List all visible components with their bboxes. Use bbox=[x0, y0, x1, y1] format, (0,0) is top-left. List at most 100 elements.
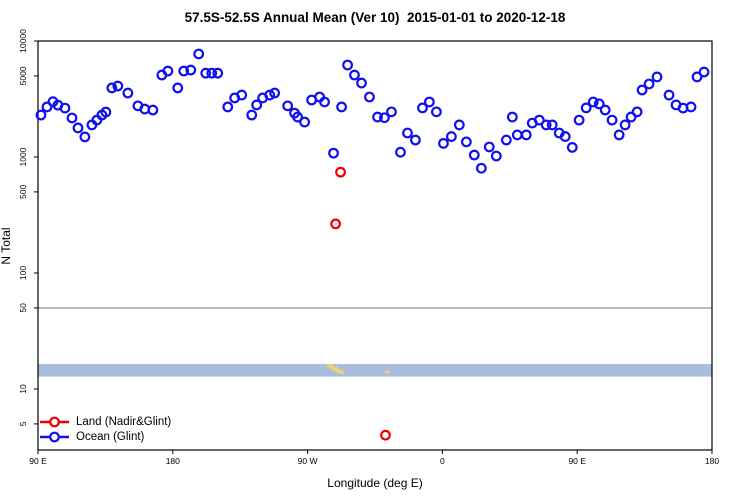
x-tick-label: 90 W bbox=[298, 456, 318, 466]
ocean-point bbox=[185, 64, 197, 76]
ocean-point bbox=[445, 131, 457, 142]
ocean-point bbox=[511, 129, 523, 141]
ocean-point bbox=[685, 101, 697, 113]
ocean-point bbox=[423, 96, 435, 108]
ocean-point bbox=[520, 129, 532, 141]
land-low-count-mark bbox=[339, 370, 345, 374]
ocean-point bbox=[35, 109, 47, 121]
ocean-point bbox=[251, 99, 263, 111]
y-tick-label: 1000 bbox=[18, 147, 28, 166]
ocean-point bbox=[453, 119, 465, 131]
ocean-point bbox=[386, 106, 397, 118]
y-tick-label: 10000 bbox=[18, 29, 28, 53]
ocean-point bbox=[691, 71, 703, 83]
x-tick-label: 180 bbox=[166, 456, 180, 466]
ocean-point bbox=[651, 71, 663, 83]
ocean-point bbox=[606, 114, 618, 126]
land-low-count-mark bbox=[329, 365, 334, 369]
ocean-point bbox=[41, 101, 53, 113]
x-tick-label: 0 bbox=[440, 456, 445, 466]
ocean-point bbox=[573, 114, 585, 126]
ocean-point bbox=[336, 101, 347, 113]
ocean-point bbox=[178, 65, 190, 77]
land-point bbox=[380, 429, 391, 441]
ocean-point bbox=[395, 146, 406, 158]
threshold-band bbox=[38, 364, 712, 377]
legend-label-land: Land (Nadir&Glint) bbox=[76, 416, 172, 428]
ocean-point bbox=[356, 77, 367, 89]
ocean-point bbox=[643, 78, 655, 90]
ocean-point bbox=[200, 67, 212, 79]
ocean-point bbox=[66, 112, 78, 124]
ocean-point bbox=[580, 102, 592, 114]
x-axis-title: Longitude (deg E) bbox=[327, 476, 423, 490]
ocean-point bbox=[593, 98, 605, 110]
land-low-count-mark bbox=[384, 370, 390, 374]
ocean-point bbox=[506, 111, 518, 123]
ocean-point bbox=[328, 147, 339, 159]
ocean-point bbox=[410, 134, 421, 146]
ocean-point bbox=[222, 101, 234, 113]
ocean-point bbox=[212, 67, 224, 79]
ocean-point bbox=[559, 131, 571, 142]
chart-title: 57.5S-52.5S Annual Mean (Ver 10) 2015-01… bbox=[184, 10, 566, 25]
legend-symbol-land bbox=[49, 416, 60, 428]
ocean-point bbox=[292, 111, 303, 123]
y-tick-label: 500 bbox=[18, 185, 28, 199]
ocean-point bbox=[147, 104, 159, 116]
ocean-point bbox=[533, 114, 545, 126]
ocean-point bbox=[122, 87, 134, 99]
x-tick-label: 90 E bbox=[568, 456, 586, 466]
ocean-point bbox=[342, 59, 353, 71]
ocean-point bbox=[193, 48, 205, 60]
ocean-point bbox=[587, 96, 599, 108]
ocean-point bbox=[500, 134, 512, 146]
ocean-point bbox=[438, 137, 449, 149]
ocean-point bbox=[264, 89, 276, 101]
ocean-point bbox=[246, 109, 258, 121]
ocean-point bbox=[349, 69, 360, 81]
legend-symbol-ocean bbox=[49, 431, 60, 443]
ocean-point bbox=[269, 87, 281, 99]
land-point bbox=[330, 218, 342, 230]
ocean-point bbox=[431, 106, 442, 118]
ocean-point bbox=[162, 65, 174, 77]
ocean-point bbox=[372, 111, 383, 123]
y-tick-label: 5000 bbox=[18, 66, 28, 85]
ocean-point bbox=[79, 131, 91, 143]
ocean-point bbox=[402, 127, 413, 139]
land-point bbox=[335, 166, 346, 178]
y-tick-label: 50 bbox=[18, 303, 28, 313]
legend-label-ocean: Ocean (Glint) bbox=[76, 431, 145, 443]
land-low-count-mark bbox=[327, 364, 332, 368]
y-tick-label: 100 bbox=[18, 266, 28, 280]
ocean-point bbox=[631, 106, 643, 118]
ocean-point bbox=[417, 102, 428, 114]
ocean-point bbox=[172, 82, 184, 94]
ocean-point bbox=[619, 119, 631, 131]
ocean-point bbox=[566, 141, 578, 153]
x-tick-label: 90 E bbox=[29, 456, 47, 466]
ocean-point bbox=[698, 66, 710, 78]
ocean-point bbox=[72, 122, 84, 134]
land-low-count-mark bbox=[333, 366, 338, 370]
ocean-point bbox=[319, 96, 330, 108]
ocean-point bbox=[490, 150, 502, 162]
x-tick-label: 180 bbox=[705, 456, 719, 466]
ocean-point bbox=[100, 106, 112, 118]
ocean-point bbox=[59, 102, 71, 114]
ocean-point bbox=[599, 104, 611, 116]
ocean-point bbox=[236, 89, 248, 101]
ocean-point bbox=[468, 149, 480, 161]
ocean-point bbox=[546, 119, 558, 131]
ocean-point bbox=[460, 136, 472, 148]
y-axis-title: N Total bbox=[0, 227, 13, 265]
ocean-point bbox=[636, 84, 648, 96]
ocean-point bbox=[475, 162, 487, 174]
y-tick-label: 10 bbox=[18, 384, 28, 394]
plot-border bbox=[37, 40, 713, 451]
ocean-point bbox=[613, 129, 625, 141]
ocean-point bbox=[282, 100, 294, 112]
